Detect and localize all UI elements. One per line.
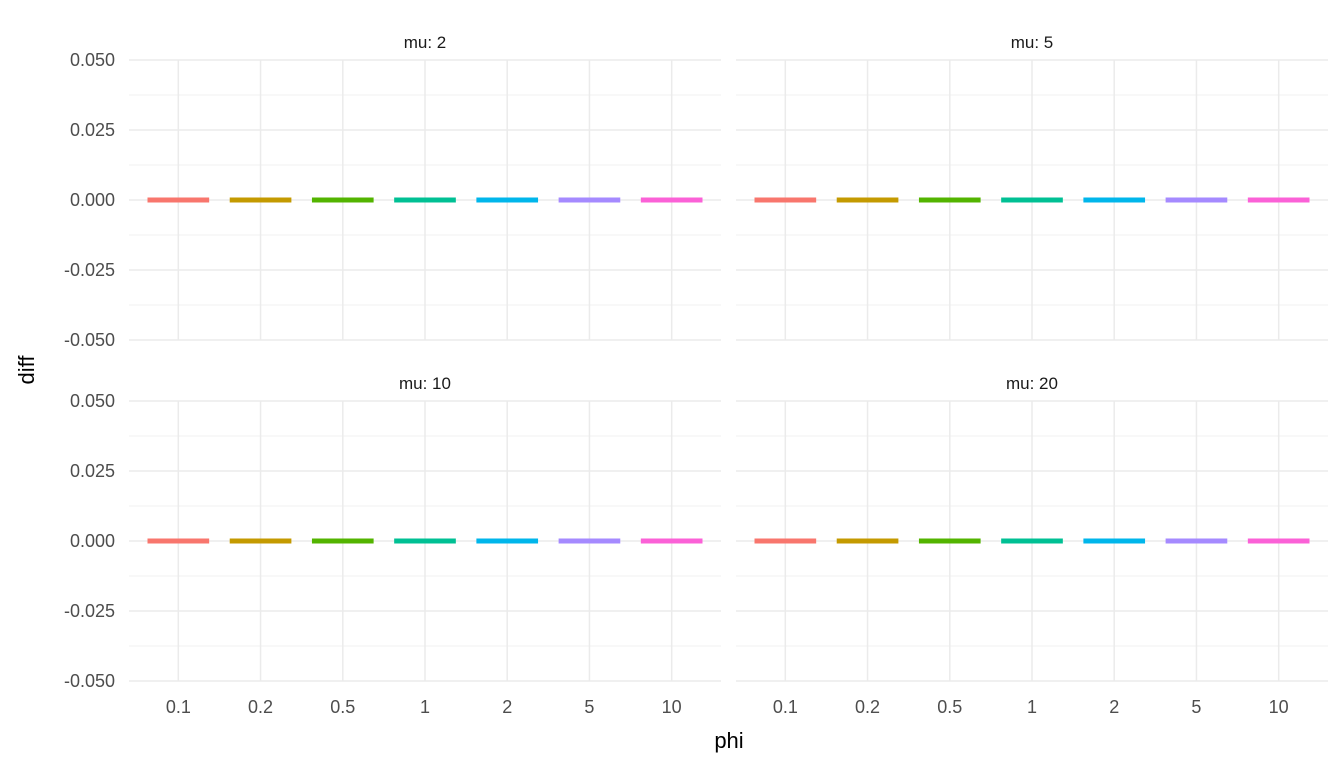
box-1 [1001, 197, 1063, 203]
y-tick-label: 0.000 [70, 531, 115, 551]
box-0.1 [754, 197, 817, 203]
facet-strip-label: mu: 10 [399, 374, 451, 393]
x-axis-title: phi [714, 728, 743, 753]
box-10 [640, 197, 703, 203]
box-1 [1001, 538, 1063, 544]
box-2 [476, 538, 539, 544]
box-5 [558, 538, 621, 544]
y-tick-label: 0.000 [70, 190, 115, 210]
y-tick-label: 0.025 [70, 120, 115, 140]
y-tick-label: 0.050 [70, 50, 115, 70]
x-tick-label: 0.5 [330, 697, 355, 717]
x-tick-label: 2 [502, 697, 512, 717]
x-tick-label: 0.1 [166, 697, 191, 717]
y-tick-label: 0.050 [70, 391, 115, 411]
box-1 [394, 538, 456, 544]
y-tick-label: 0.025 [70, 461, 115, 481]
box-0.5 [311, 197, 374, 203]
y-tick-label: -0.025 [64, 601, 115, 621]
box-5 [1165, 197, 1228, 203]
box-0.2 [836, 538, 899, 544]
box-10 [1247, 538, 1310, 544]
x-tick-label: 5 [584, 697, 594, 717]
y-tick-label: -0.050 [64, 330, 115, 350]
x-tick-label: 2 [1109, 697, 1119, 717]
box-2 [476, 197, 539, 203]
facet-strip-label: mu: 20 [1006, 374, 1058, 393]
x-tick-label: 10 [1269, 697, 1289, 717]
box-0.5 [311, 538, 374, 544]
x-tick-label: 5 [1191, 697, 1201, 717]
box-1 [394, 197, 456, 203]
box-0.2 [229, 538, 292, 544]
box-0.2 [836, 197, 899, 203]
facet-strip-label: mu: 5 [1011, 33, 1054, 52]
box-10 [1247, 197, 1310, 203]
facet-strip-label: mu: 2 [404, 33, 447, 52]
box-5 [558, 197, 621, 203]
x-tick-label: 10 [662, 697, 682, 717]
x-tick-label: 0.1 [773, 697, 798, 717]
box-0.5 [918, 538, 981, 544]
x-tick-label: 1 [420, 697, 430, 717]
box-0.5 [918, 197, 981, 203]
y-tick-label: -0.050 [64, 671, 115, 691]
box-2 [1083, 538, 1146, 544]
x-tick-label: 0.5 [937, 697, 962, 717]
box-0.1 [754, 538, 817, 544]
box-0.1 [147, 197, 210, 203]
box-0.1 [147, 538, 210, 544]
y-axis-title: diff [14, 355, 39, 385]
box-5 [1165, 538, 1228, 544]
y-tick-label: -0.025 [64, 260, 115, 280]
x-tick-label: 0.2 [855, 697, 880, 717]
x-tick-label: 0.2 [248, 697, 273, 717]
box-2 [1083, 197, 1146, 203]
x-tick-label: 1 [1027, 697, 1037, 717]
box-0.2 [229, 197, 292, 203]
box-10 [640, 538, 703, 544]
